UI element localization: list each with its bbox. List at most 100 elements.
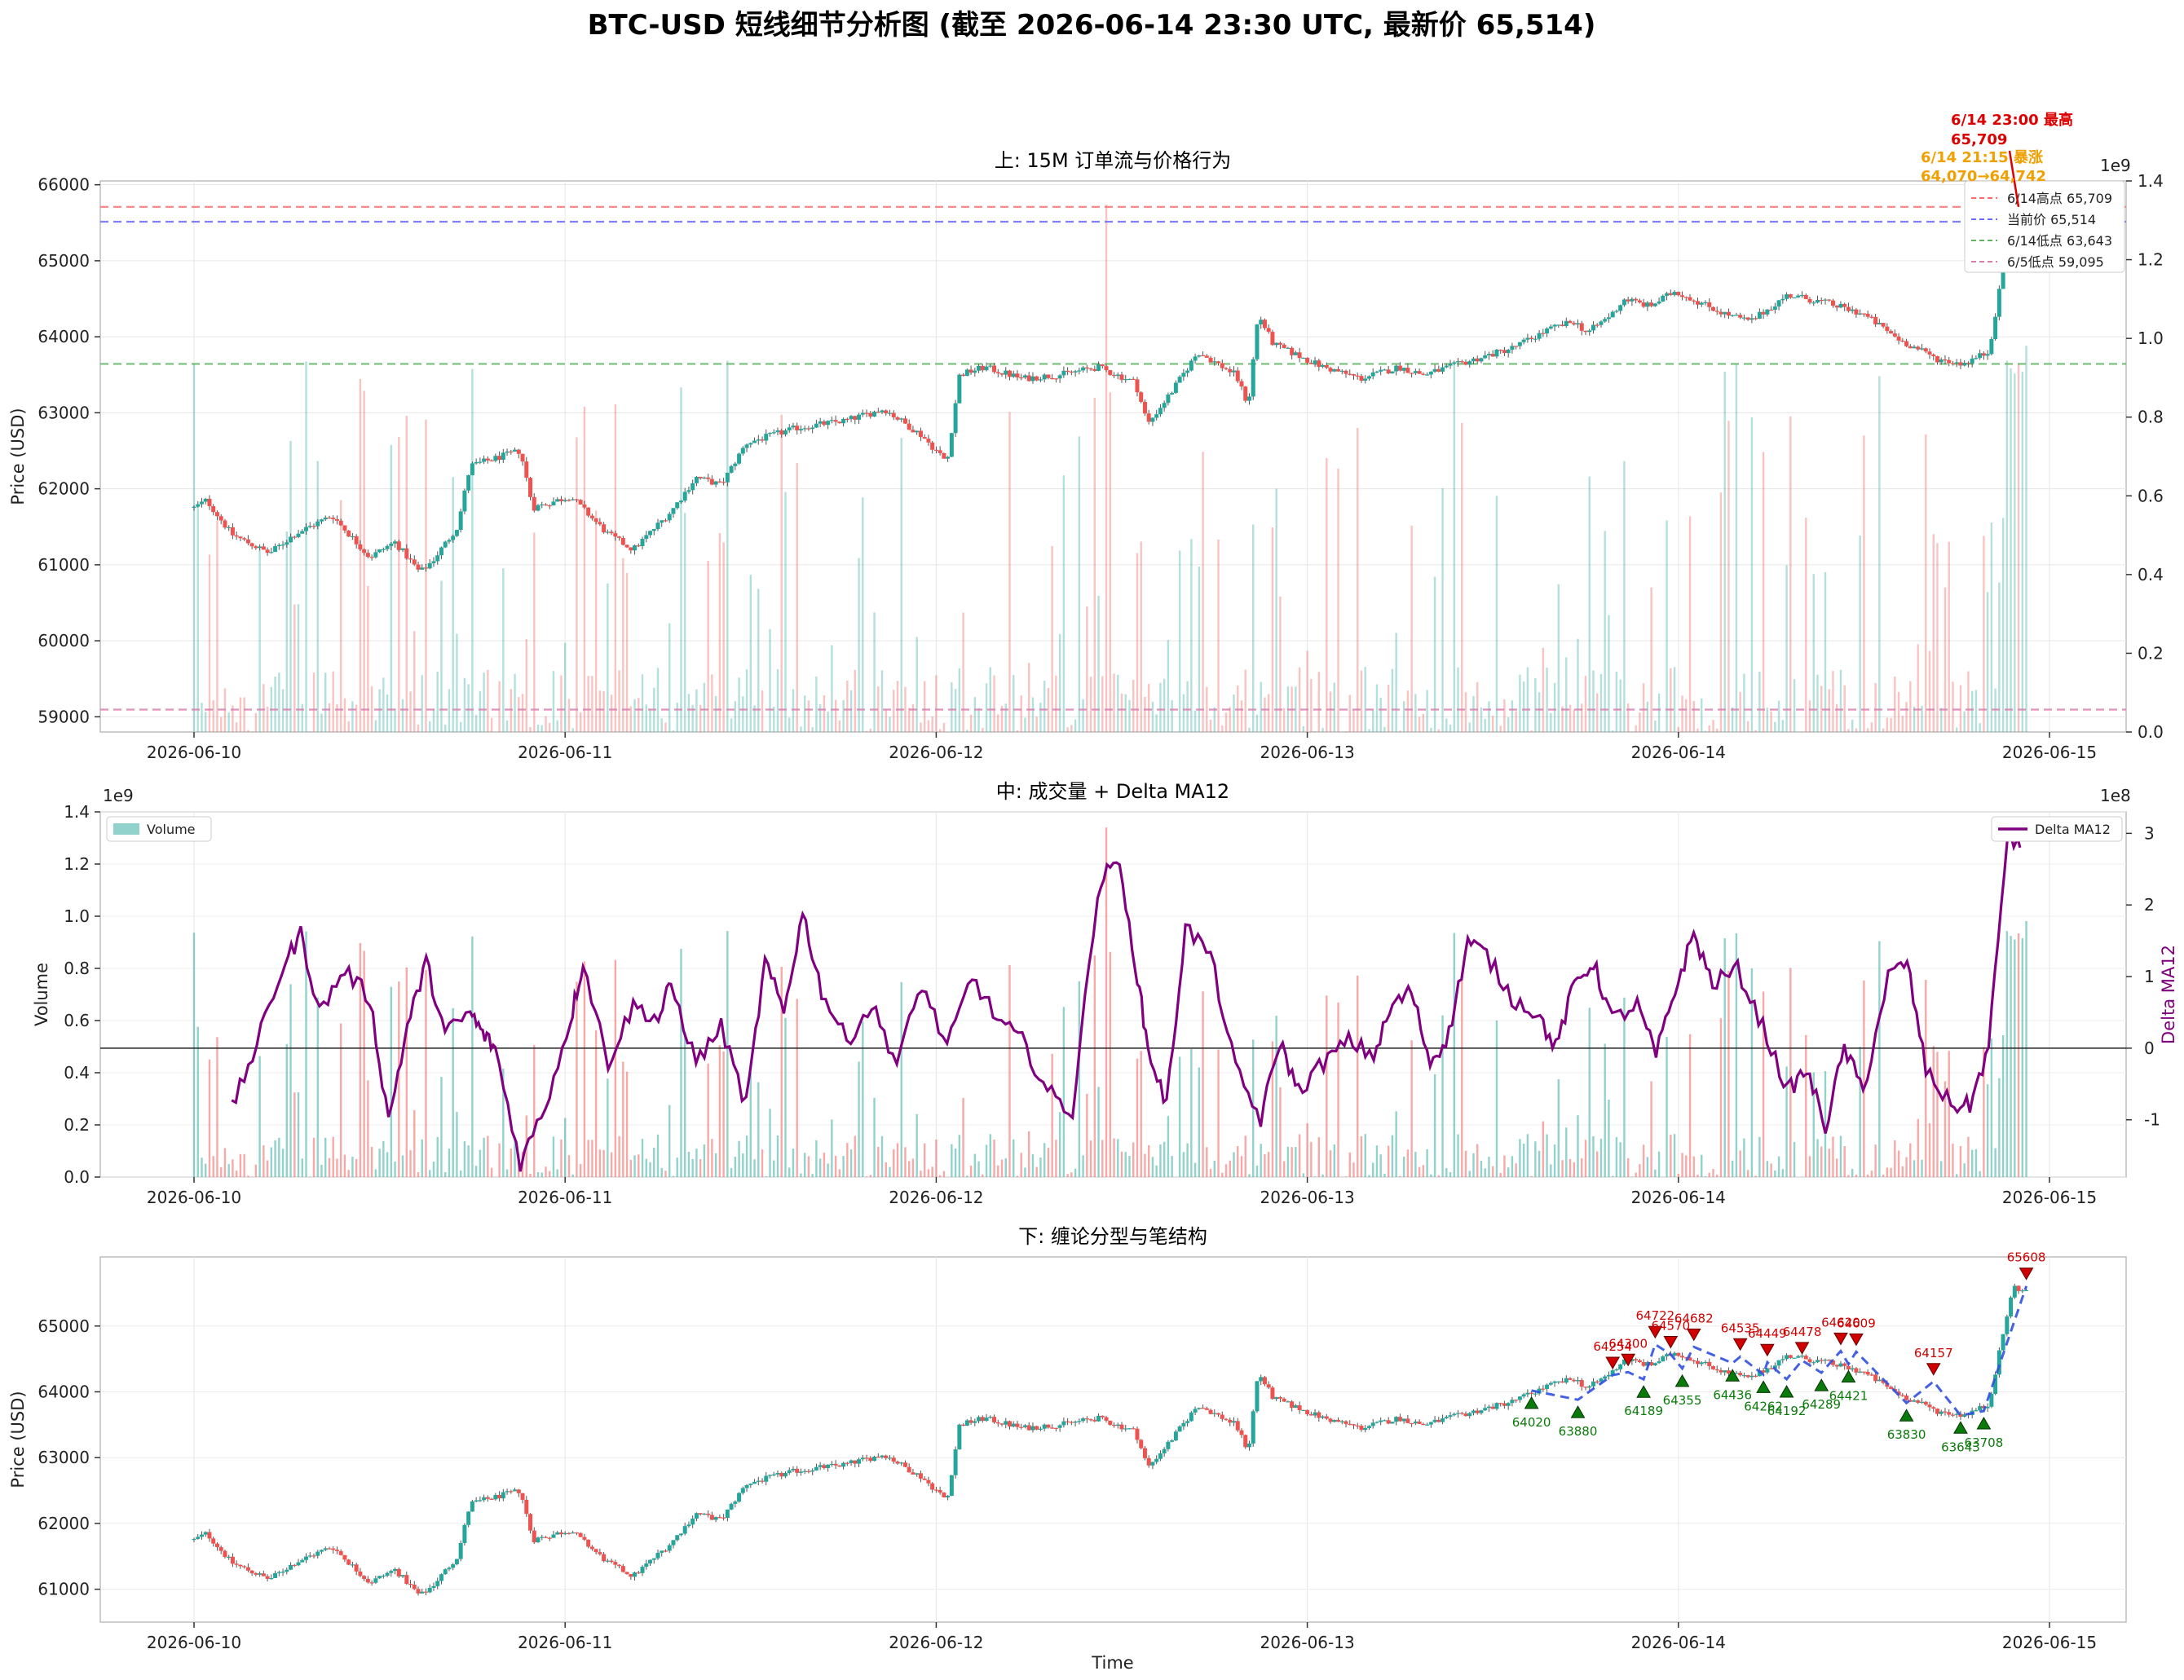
- top-candle-body: [783, 430, 788, 435]
- middle-volume-bar: [672, 1175, 675, 1177]
- bottom-bottom-fractal-marker: [1570, 1405, 1586, 1418]
- top-y2tick-label: 0.8: [2138, 408, 2164, 427]
- top-volume-bar: [951, 682, 953, 732]
- top-candle-body: [1131, 378, 1136, 381]
- middle-volume-bar: [761, 1149, 764, 1177]
- middle-volume-bar: [1117, 1139, 1119, 1177]
- top-volume-bar: [564, 642, 567, 732]
- bottom-candle-body: [1421, 1423, 1426, 1426]
- top-volume-bar: [1688, 516, 1692, 732]
- top-candle-body: [1154, 414, 1159, 418]
- middle-volume-bar: [796, 999, 798, 1177]
- top-annotation-surge: 6/14 21:15 暴涨: [1921, 149, 2043, 166]
- middle-volume-bar: [1132, 1142, 1135, 1177]
- bottom-candle-body: [1162, 1449, 1167, 1453]
- top-volume-bar: [1193, 710, 1197, 732]
- top-volume-bar: [1461, 423, 1463, 732]
- top-candle-body: [1293, 352, 1298, 355]
- top-volume-bar: [1704, 730, 1707, 732]
- top-y2tick-label: 0.0: [2138, 722, 2164, 742]
- top-xtick-label: 2026-06-12: [889, 743, 983, 762]
- middle-volume-bar: [618, 1135, 620, 1177]
- bottom-candle-body: [342, 1554, 347, 1560]
- middle-volume-bar: [1863, 980, 1865, 1177]
- top-candle-body: [756, 439, 761, 441]
- bottom-candle-body: [1328, 1418, 1333, 1422]
- middle-volume-bar: [2001, 1034, 2005, 1177]
- top-volume-bar: [571, 728, 574, 732]
- top-candle-body: [1649, 302, 1654, 306]
- top-volume-bar: [1070, 725, 1073, 732]
- top-candle-body: [1579, 323, 1584, 331]
- bottom-candle-body: [880, 1455, 885, 1457]
- top-candle-body: [1985, 354, 1990, 356]
- middle-volume-bar: [862, 1021, 864, 1177]
- top-candle-body: [1019, 377, 1024, 379]
- top-volume-bar: [695, 689, 698, 732]
- bottom-candle-body: [1475, 1410, 1480, 1413]
- top-volume-bar: [1866, 728, 1869, 732]
- bottom-bottom-fractal-label: 63880: [1559, 1424, 1598, 1439]
- top-volume-bar: [827, 712, 829, 732]
- top-candle-body: [663, 520, 668, 522]
- bottom-candle-body: [1471, 1410, 1476, 1413]
- middle-volume-bar: [2014, 939, 2016, 1177]
- middle-volume-bar: [1932, 1046, 1935, 1177]
- bottom-candle-body: [466, 1511, 471, 1525]
- bottom-candle-body: [327, 1548, 332, 1550]
- middle-volume-bar: [1677, 1173, 1679, 1177]
- middle-volume-bar: [2021, 938, 2024, 1177]
- top-volume-bar: [1255, 714, 1259, 732]
- top-volume-bar: [1503, 699, 1506, 732]
- middle-volume-bar: [1874, 1144, 1877, 1177]
- top-candle-body: [427, 562, 432, 569]
- top-candle-body: [1962, 363, 1967, 366]
- top-volume-bar: [363, 390, 365, 732]
- top-candle-body: [1119, 374, 1124, 381]
- middle-delta-ma12-line: [231, 827, 2022, 1172]
- middle-volume-bar: [969, 1165, 973, 1177]
- bottom-candle-body: [1317, 1412, 1321, 1418]
- middle-volume-bar: [1657, 1151, 1661, 1177]
- top-candle-body: [1317, 360, 1321, 368]
- middle-volume-bar: [1959, 1145, 1962, 1177]
- bottom-candle-body: [558, 1532, 563, 1535]
- middle-volume-bar: [1004, 1158, 1007, 1177]
- top-candle-body: [748, 443, 753, 445]
- middle-volume-bar: [425, 969, 427, 1177]
- top-candle-body: [1038, 379, 1043, 381]
- bottom-candle-body: [1908, 1400, 1913, 1402]
- middle-volume-bar: [1735, 933, 1738, 1177]
- top-candle-body: [1634, 298, 1639, 301]
- bottom-candle-body: [1251, 1411, 1255, 1444]
- top-candle-body: [1904, 341, 1909, 346]
- middle-volume-bar: [757, 1082, 760, 1177]
- top-candle-body: [671, 508, 676, 514]
- top-candle-body: [837, 421, 842, 424]
- top-candle-body: [1228, 368, 1233, 373]
- bottom-candle-body: [620, 1566, 625, 1572]
- top-candle-body: [922, 437, 927, 439]
- bottom-candle-body: [249, 1570, 254, 1574]
- middle-volume-bar: [1406, 1149, 1410, 1177]
- bottom-candle-body: [721, 1517, 726, 1519]
- top-candle-body: [1259, 320, 1264, 325]
- top-volume-bar: [1928, 650, 1931, 732]
- top-candle-body: [1877, 323, 1882, 324]
- bottom-candle-body: [1112, 1424, 1117, 1426]
- bottom-candle-body: [1007, 1421, 1012, 1427]
- middle-volume-bar: [1681, 1153, 1683, 1177]
- top-candle-body: [586, 507, 591, 516]
- bottom-candle-body: [1630, 1359, 1635, 1361]
- middle-volume-bar: [1859, 1047, 1861, 1177]
- top-volume-bar: [1592, 670, 1595, 732]
- top-candle-body: [1807, 298, 1812, 303]
- middle-volume-bar: [1310, 1141, 1313, 1177]
- middle-volume-bar: [846, 1143, 849, 1177]
- bottom-candle-body: [1680, 1356, 1685, 1358]
- bottom-candle-body: [624, 1572, 629, 1575]
- bottom-candle-body: [1854, 1368, 1859, 1373]
- top-candle-body: [1699, 302, 1704, 305]
- bottom-candle-body: [814, 1466, 818, 1471]
